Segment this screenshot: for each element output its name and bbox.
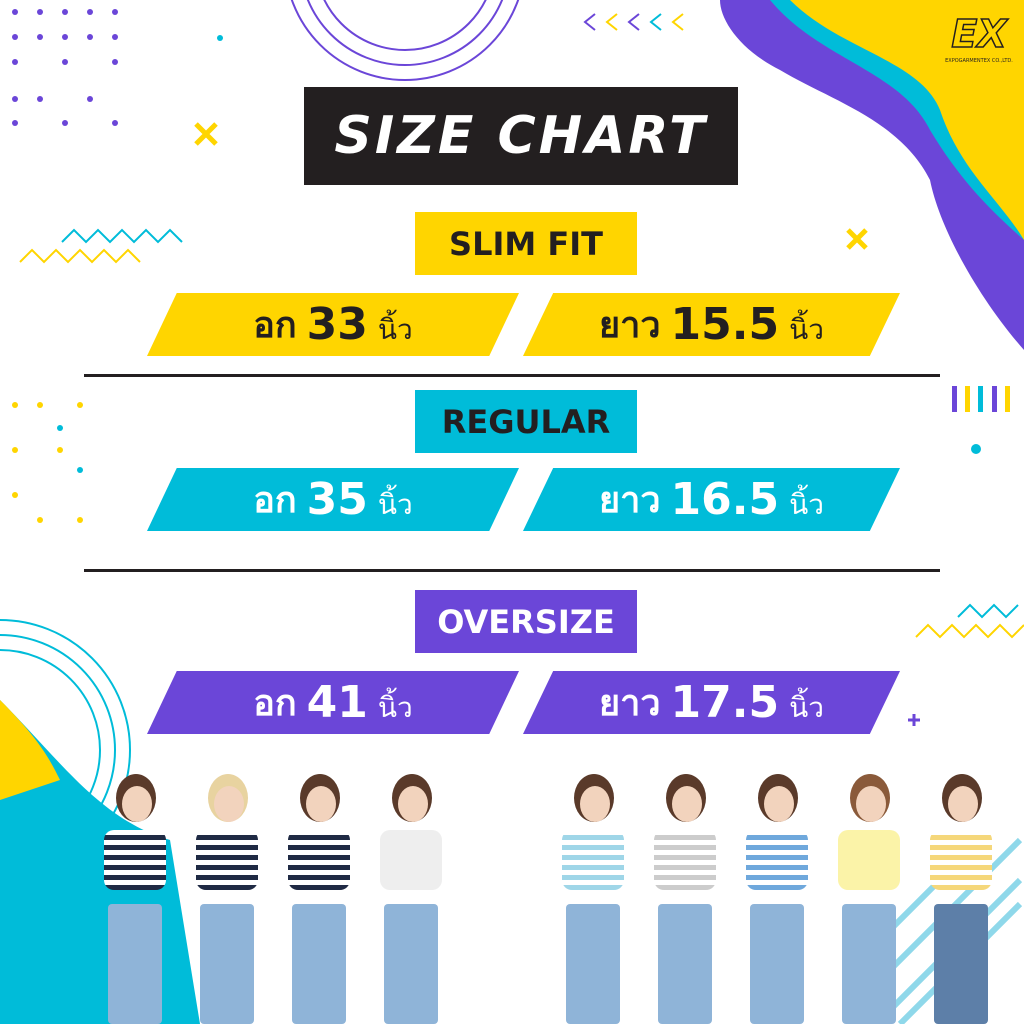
- oversize-length-bar: ยาว 17.5 นิ้ว: [523, 671, 900, 734]
- size-label-regular: REGULAR: [415, 390, 637, 453]
- slim-fit-length-bar: ยาว 15.5 นิ้ว: [523, 293, 900, 356]
- length-label: ยาว: [599, 683, 661, 724]
- length-value: 17.5: [670, 677, 780, 728]
- unit: นิ้ว: [789, 312, 824, 346]
- chest-value: 33: [306, 299, 368, 350]
- model-figure: [274, 774, 362, 1024]
- model-figure: [182, 774, 270, 1024]
- oversize-chest-bar: อก 41 นิ้ว: [147, 671, 519, 734]
- chest-label: อก: [253, 683, 297, 724]
- chest-value: 41: [306, 677, 368, 728]
- length-value: 15.5: [670, 299, 780, 350]
- unit: นิ้ว: [789, 487, 824, 521]
- model-figure: [90, 774, 178, 1024]
- model-figure: [824, 774, 912, 1024]
- length-value: 16.5: [670, 474, 780, 525]
- models-photo-left: [90, 770, 454, 1024]
- length-label: ยาว: [599, 480, 661, 521]
- page-title: SIZE CHART: [304, 87, 738, 185]
- model-figure: [548, 774, 636, 1024]
- unit: นิ้ว: [789, 690, 824, 724]
- length-label: ยาว: [599, 305, 661, 346]
- chest-value: 35: [306, 474, 368, 525]
- unit: นิ้ว: [377, 487, 413, 521]
- models-photo-right: [548, 770, 1004, 1024]
- chest-label: อก: [253, 305, 297, 346]
- divider: [84, 374, 940, 377]
- size-label-oversize: OVERSIZE: [415, 590, 637, 653]
- logo-text: EXPOGARMENTEX CO.,LTD.: [945, 58, 1013, 64]
- unit: นิ้ว: [377, 690, 413, 724]
- model-figure: [640, 774, 728, 1024]
- regular-chest-bar: อก 35 นิ้ว: [147, 468, 519, 531]
- regular-length-bar: ยาว 16.5 นิ้ว: [523, 468, 900, 531]
- size-label-slim-fit: SLIM FIT: [415, 212, 637, 275]
- model-figure: [916, 774, 1004, 1024]
- unit: นิ้ว: [377, 312, 413, 346]
- slim-fit-chest-bar: อก 33 นิ้ว: [147, 293, 519, 356]
- brand-logo: EX EXPOGARMENTEX CO.,LTD.: [944, 10, 1014, 72]
- divider: [84, 569, 940, 572]
- logo-mark: EX: [951, 11, 1008, 57]
- model-figure: [732, 774, 820, 1024]
- model-figure: [366, 774, 454, 1024]
- chest-label: อก: [253, 480, 297, 521]
